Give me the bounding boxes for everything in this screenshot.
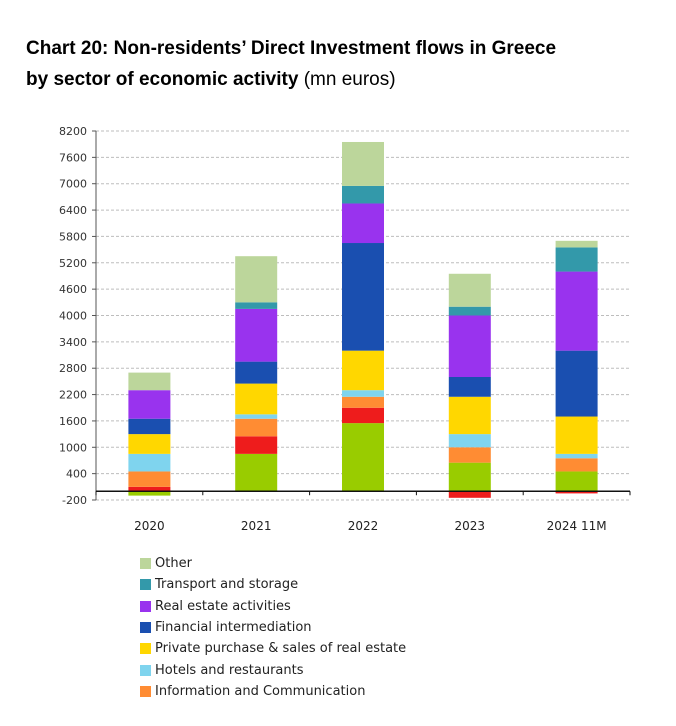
- x-tick-label: 2023: [455, 519, 486, 533]
- bar-segment-ict: [342, 396, 384, 408]
- bar-segment-manufacturing: [448, 462, 491, 492]
- legend-label: Private purchase & sales of real estate: [155, 641, 407, 657]
- bar-segment-transport: [342, 185, 384, 204]
- legend-item-other: Other: [140, 553, 406, 574]
- chart-legend: Other Transport and storage Real estate ac…: [140, 553, 406, 702]
- legend-item-hotels: Hotels and restaurants: [140, 659, 406, 680]
- legend-swatch: [140, 558, 151, 570]
- bar-segment-private_re: [342, 350, 384, 391]
- bar-segment-transport: [555, 247, 598, 272]
- y-tick-label: 2200: [59, 389, 87, 402]
- bar-segment-transport: [235, 302, 278, 309]
- legend-item-financial: Financial intermediation: [140, 617, 406, 638]
- y-tick-label: 1600: [59, 415, 87, 428]
- bar-segment-other: [128, 372, 171, 391]
- legend-swatch: [140, 664, 151, 676]
- bar-segment-other: [448, 273, 491, 307]
- y-tick-label: 6400: [59, 204, 87, 217]
- bar-segment-financial: [235, 361, 278, 384]
- bar-segment-trade: [128, 486, 171, 492]
- bar-segment-real_estate: [342, 203, 384, 244]
- bar-segment-financial: [342, 243, 384, 351]
- bar-segment-hotels: [342, 390, 384, 397]
- legend-swatch: [140, 685, 151, 697]
- chart-title-line-2: by sector of economic activity: [26, 69, 299, 90]
- legend-swatch: [140, 622, 151, 634]
- bar-segment-transport: [448, 306, 491, 316]
- stacked-bar-chart: -200 400 1000 1600 2200 2800 3400 4000 4600 5200 5…: [59, 125, 631, 533]
- bar-segment-manufacturing: [235, 453, 278, 492]
- bar-segment-hotels: [128, 453, 171, 472]
- bar-segment-ict: [235, 418, 278, 437]
- y-tick-label: 2800: [59, 362, 87, 375]
- bar-segment-trade: [235, 436, 278, 454]
- y-tick-label: 3400: [59, 336, 87, 349]
- y-tick-label: 5200: [59, 257, 87, 270]
- bar-segment-private_re: [448, 396, 491, 435]
- bar-segment-financial: [128, 418, 171, 435]
- legend-label: Other: [155, 556, 192, 572]
- bar-segment-real_estate: [235, 308, 278, 362]
- bar-segment-hotels: [555, 453, 598, 459]
- y-tick-label: 8200: [59, 125, 87, 138]
- bar-segment-other: [235, 256, 278, 303]
- legend-label: Hotels and restaurants: [155, 662, 304, 678]
- x-tick-label: 2022: [348, 519, 379, 533]
- legend-label: Transport and storage: [155, 577, 299, 593]
- y-tick-label: 1000: [59, 441, 87, 454]
- x-tick-label: 2024 11M: [547, 519, 607, 533]
- bar-segment-trade: [342, 407, 384, 424]
- chart-title-unit: (mn euros): [303, 69, 396, 90]
- legend-item-ict: Information and Communication: [140, 681, 406, 702]
- bar-segment-financial: [555, 350, 598, 417]
- bar-segment-trade: [555, 491, 598, 494]
- y-tick-label: -200: [62, 494, 87, 507]
- x-tick-label: 2020: [134, 519, 165, 533]
- legend-label: Information and Communication: [155, 683, 366, 699]
- y-tick-label: 7000: [59, 178, 87, 191]
- bar-segment-hotels: [448, 434, 491, 448]
- bar-segment-manufacturing: [342, 423, 384, 492]
- bar-segment-private_re: [555, 416, 598, 454]
- legend-item-real_estate: Real estate activities: [140, 596, 406, 617]
- bar-segment-manufacturing: [555, 471, 598, 492]
- y-tick-label: 400: [66, 468, 87, 481]
- bar-segment-ict: [555, 458, 598, 472]
- bar-segment-private_re: [235, 383, 278, 415]
- bar-segment-real_estate: [448, 315, 491, 377]
- x-tick-label: 2021: [241, 519, 272, 533]
- bar-segment-manufacturing: [128, 491, 171, 496]
- chart-title: Chart 20: Non-residents’ Direct Investme…: [26, 33, 666, 95]
- legend-item-transport: Transport and storage: [140, 574, 406, 595]
- y-tick-label: 5800: [59, 230, 87, 243]
- legend-label: Real estate activities: [155, 598, 291, 614]
- legend-label: Financial intermediation: [155, 620, 312, 636]
- bar-segment-private_re: [128, 434, 171, 454]
- bar-segment-real_estate: [555, 271, 598, 351]
- bar-segment-other: [555, 240, 598, 248]
- y-tick-label: 4600: [59, 283, 87, 296]
- bar-segment-ict: [128, 471, 171, 487]
- legend-swatch: [140, 643, 151, 655]
- bar-segment-hotels: [235, 414, 278, 419]
- bar-segment-real_estate: [128, 390, 171, 419]
- chart-title-line-1: Chart 20: Non-residents’ Direct Investme…: [26, 38, 557, 59]
- bar-segment-other: [342, 141, 384, 186]
- y-tick-label: 4000: [59, 310, 87, 323]
- legend-swatch: [140, 600, 151, 612]
- legend-item-private_re: Private purchase & sales of real estate: [140, 638, 406, 659]
- bar-segment-financial: [448, 377, 491, 397]
- bar-segment-ict: [448, 447, 491, 463]
- bar-segment-trade: [448, 491, 491, 498]
- legend-swatch: [140, 579, 151, 591]
- y-tick-label: 7600: [59, 151, 87, 164]
